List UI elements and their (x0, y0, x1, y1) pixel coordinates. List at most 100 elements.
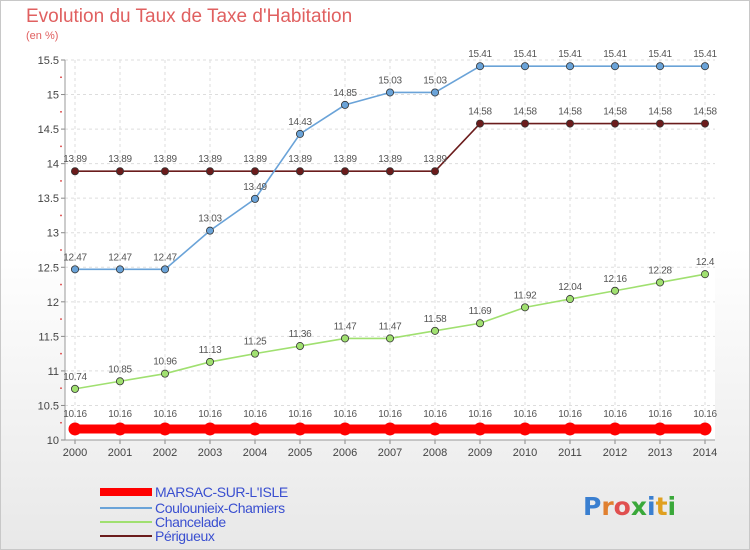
y-tick-label: 11 (48, 366, 59, 378)
y-tick-label: 14 (47, 159, 59, 171)
data-label: 12.47 (63, 252, 87, 263)
x-tick-label: 2009 (468, 447, 492, 459)
data-point (295, 167, 304, 176)
y-tick-label: 10.5 (38, 400, 59, 412)
data-point (295, 129, 304, 138)
data-label: 10.16 (108, 409, 132, 420)
data-label: 14.58 (468, 107, 492, 118)
data-label: 12.16 (603, 274, 627, 285)
data-label: 13.49 (243, 182, 267, 193)
data-point (68, 422, 82, 436)
data-label: 14.58 (648, 107, 672, 118)
data-label: 10.16 (558, 409, 582, 420)
series-0: 10.16 10.16 10.16 10.16 10.16 10.16 10.16 10.16… (63, 409, 718, 436)
data-point (518, 422, 532, 436)
data-point (116, 167, 125, 176)
data-label: 10.16 (423, 409, 447, 420)
x-tick-label: 2002 (153, 447, 177, 459)
proxiti-logo: Proxiti (583, 492, 676, 521)
data-label: 15.41 (648, 49, 672, 60)
chart-title: Evolution du Taux de Taxe d'Habitation (26, 6, 353, 27)
data-point (71, 167, 80, 176)
data-point (203, 422, 217, 436)
data-label: 12.47 (108, 252, 132, 263)
data-label: 15.41 (513, 49, 537, 60)
data-label: 13.89 (288, 154, 312, 165)
data-label: 10.16 (333, 409, 357, 420)
data-point (656, 119, 665, 128)
y-tick-label: 15 (47, 90, 59, 102)
data-point (430, 88, 439, 97)
x-tick-label: 2014 (693, 447, 717, 459)
data-label: 10.16 (648, 409, 672, 420)
x-tick-label: 2008 (423, 447, 447, 459)
data-label: 15.41 (468, 49, 492, 60)
data-label: 12.28 (648, 265, 672, 276)
data-label: 10.16 (378, 409, 402, 420)
data-point (293, 422, 307, 436)
data-label: 12.4 (696, 257, 715, 268)
data-label: 10.85 (108, 364, 132, 375)
data-point (295, 342, 304, 351)
series-3: 13.89 13.89 13.89 13.89 13.89 13.89 13.89 13.89… (63, 107, 718, 176)
data-label: 13.89 (108, 154, 132, 165)
data-point (475, 319, 484, 328)
data-point (611, 62, 620, 71)
data-point (475, 119, 484, 128)
legend-label: Coulounieix-Chamiers (155, 500, 285, 516)
data-label: 12.04 (558, 282, 582, 293)
data-point (160, 265, 169, 274)
data-label: 15.41 (558, 49, 582, 60)
data-point (566, 62, 575, 71)
data-point (340, 100, 349, 109)
data-label: 10.74 (63, 372, 87, 383)
data-point (521, 119, 530, 128)
data-label: 10.16 (243, 409, 267, 420)
data-label: 13.03 (198, 214, 222, 225)
data-point (430, 167, 439, 176)
data-point (521, 62, 530, 71)
data-point (656, 278, 665, 287)
data-label: 14.58 (603, 107, 627, 118)
data-point (385, 334, 394, 343)
data-label: 11.92 (514, 290, 538, 301)
data-point (340, 334, 349, 343)
data-point (385, 167, 394, 176)
data-label: 13.89 (423, 154, 447, 165)
data-point (250, 194, 259, 203)
data-point (385, 88, 394, 97)
data-label: 14.43 (288, 117, 312, 128)
data-label: 10.16 (468, 409, 492, 420)
data-label: 11.36 (289, 329, 313, 340)
data-point (158, 422, 172, 436)
data-label: 15.41 (603, 49, 627, 60)
chart-unit-label: (en %) (26, 30, 59, 42)
data-label: 11.13 (199, 345, 223, 356)
data-label: 12.47 (153, 252, 177, 263)
series-2: 10.74 10.85 10.96 11.13 11.25 11.36 11.47 11.47… (63, 257, 715, 393)
x-tick-label: 2006 (333, 447, 357, 459)
data-label: 10.16 (198, 409, 222, 420)
y-tick-label: 10 (47, 435, 59, 447)
data-point (160, 369, 169, 378)
data-label: 15.03 (423, 75, 447, 86)
data-label: 10.16 (603, 409, 627, 420)
data-point (608, 422, 622, 436)
data-point (430, 326, 439, 335)
y-tick-label: 11.5 (38, 331, 59, 343)
data-point (698, 422, 712, 436)
data-label: 10.16 (153, 409, 177, 420)
x-tick-label: 2003 (198, 447, 222, 459)
legend-label: Chancelade (155, 514, 226, 530)
data-point (248, 422, 262, 436)
data-label: 11.69 (469, 306, 493, 317)
data-point (566, 119, 575, 128)
data-label: 10.16 (513, 409, 537, 420)
data-label: 13.89 (333, 154, 357, 165)
data-label: 14.85 (333, 88, 357, 99)
series-1: 12.47 12.47 12.47 13.03 13.49 14.43 14.85 15.03… (63, 49, 718, 274)
data-label: 10.16 (693, 409, 717, 420)
x-tick-label: 2011 (558, 447, 582, 459)
data-label: 11.25 (244, 337, 268, 348)
data-point (473, 422, 487, 436)
